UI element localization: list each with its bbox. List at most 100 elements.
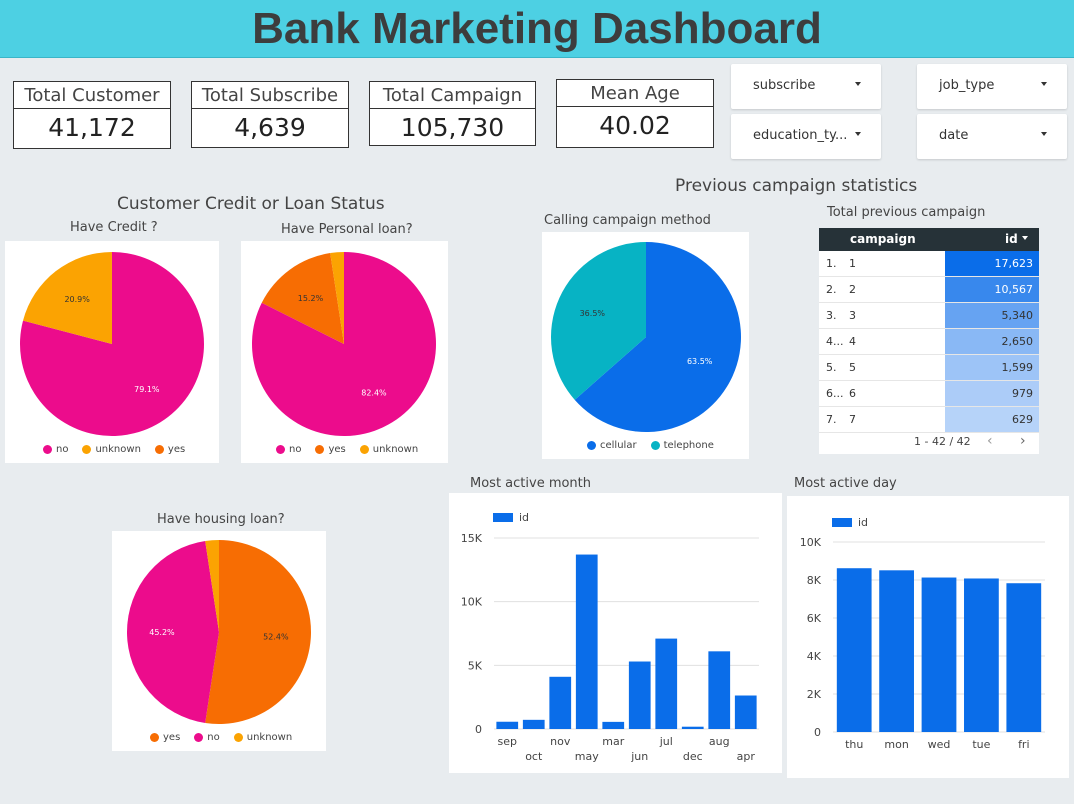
dropdown-arrow-icon	[1041, 132, 1047, 136]
x-tick-label: mon	[884, 738, 908, 751]
x-tick-label: mar	[602, 735, 624, 748]
table-row: 1. 1 17,623	[819, 251, 1039, 277]
cell-id: 1,599	[1001, 361, 1034, 374]
pie-slice-telephone[interactable]	[551, 242, 646, 400]
next-page-icon[interactable]: ›	[1020, 433, 1026, 449]
bar-jul[interactable]	[655, 638, 678, 729]
legend-item: no	[194, 732, 220, 743]
pie-slice-unknown[interactable]	[23, 252, 113, 344]
filter-label: job_type	[939, 78, 995, 93]
pie-slice-no[interactable]	[252, 252, 436, 436]
kpi-mean-age: Mean Age 40.02	[556, 79, 714, 148]
bar-nov[interactable]	[549, 676, 572, 729]
cell-id-heat: 1,599	[945, 355, 1039, 380]
legend-label: no	[207, 732, 220, 743]
y-tick-label: 4K	[807, 650, 822, 663]
pie-slice-unknown[interactable]	[205, 540, 219, 632]
legend-dot	[82, 445, 92, 454]
pie-slice-yes[interactable]	[205, 540, 311, 724]
legend-label: yes	[163, 732, 181, 743]
bar-wed[interactable]	[921, 577, 957, 732]
section-title-credit: Customer Credit or Loan Status	[117, 194, 385, 214]
legend-item: no	[276, 444, 301, 455]
bar-thu[interactable]	[836, 568, 872, 732]
x-tick-label: jun	[630, 750, 648, 763]
bar-jun[interactable]	[628, 661, 651, 729]
chart-legend: no unknown yes	[43, 444, 185, 455]
legend-label: telephone	[663, 440, 714, 451]
bar-chart-day: id 0 2K 4K 6K 8K 10K thu mon wed tue fri	[787, 496, 1069, 778]
kpi-total-subscribe: Total Subscribe 4,639	[191, 81, 349, 148]
filter-label: education_ty...	[753, 128, 848, 143]
cell-id: 5,340	[1001, 309, 1034, 322]
cell-id: 2,650	[1001, 335, 1034, 348]
bar-aug[interactable]	[708, 651, 731, 729]
filter-education-type[interactable]: education_ty...	[731, 114, 881, 159]
bar-fri[interactable]	[1006, 583, 1042, 732]
pie-slice-label: 15.2%	[298, 294, 324, 303]
pie-slice-label: 82.4%	[361, 389, 387, 398]
x-tick-label: apr	[737, 750, 756, 763]
pie-chart-svg: 52.4% 45.2%	[126, 540, 311, 724]
legend-dot	[315, 445, 325, 454]
legend-dot	[587, 441, 596, 450]
filter-date[interactable]: date	[917, 114, 1067, 159]
chart-legend: id	[493, 511, 529, 524]
legend-swatch	[493, 513, 513, 522]
bar-apr[interactable]	[734, 695, 757, 729]
x-tick-label: thu	[845, 738, 863, 751]
x-tick-label: nov	[550, 735, 571, 748]
pager-text: 1 - 42 / 42	[914, 435, 971, 448]
pie-slice-yes[interactable]	[261, 253, 344, 344]
pie-slice-no[interactable]	[126, 541, 219, 723]
row-index: 3.	[826, 309, 837, 322]
x-tick-label: may	[575, 750, 599, 763]
legend-dot	[43, 445, 52, 454]
legend-label: no	[56, 444, 69, 455]
legend-label: id	[858, 516, 869, 529]
y-tick-label: 6K	[807, 612, 822, 625]
legend-label: id	[519, 511, 530, 524]
chart-title: Have housing loan?	[157, 512, 285, 527]
table-row: 4... 4 2,650	[819, 329, 1039, 355]
x-tick-label: wed	[928, 738, 951, 751]
filter-job-type[interactable]: job_type	[917, 64, 1067, 109]
sort-desc-icon[interactable]	[1022, 236, 1028, 240]
kpi-value: 40.02	[599, 111, 671, 140]
cell-id: 629	[1012, 413, 1033, 426]
y-tick-label: 15K	[461, 532, 483, 545]
bar-oct[interactable]	[522, 719, 545, 729]
legend-label: unknown	[246, 732, 293, 743]
bar-mon[interactable]	[879, 570, 914, 732]
kpi-value: 105,730	[400, 113, 505, 142]
chart-legend: no yes unknown	[276, 444, 418, 455]
prev-page-icon[interactable]: ‹	[987, 433, 993, 449]
bar-dec[interactable]	[681, 726, 704, 729]
table-title: Total previous campaign	[827, 205, 986, 220]
legend-dot	[194, 733, 204, 742]
column-header-id[interactable]: id	[1005, 232, 1018, 246]
filter-subscribe[interactable]: subscribe	[731, 64, 881, 109]
bar-may[interactable]	[575, 554, 598, 729]
kpi-value: 4,639	[234, 113, 306, 142]
bar-sep[interactable]	[496, 721, 519, 729]
bar-tue[interactable]	[964, 578, 999, 732]
cell-id: 10,567	[994, 283, 1034, 296]
cell-campaign: 3	[849, 309, 856, 322]
row-index: 5.	[826, 361, 837, 374]
legend-item: yes	[315, 444, 346, 455]
pie-chart-svg: 63.5% 36.5%	[551, 242, 741, 432]
pie-slice-unknown[interactable]	[330, 252, 344, 344]
pie-slice-label: 20.9%	[64, 295, 90, 304]
table-row: 6... 6 979	[819, 381, 1039, 407]
y-tick-label: 10K	[800, 536, 822, 549]
pie-slice-cellular[interactable]	[574, 242, 741, 432]
column-header-campaign[interactable]: campaign	[850, 232, 916, 246]
dropdown-arrow-icon	[855, 82, 861, 86]
kpi-label: Mean Age	[557, 80, 713, 107]
y-tick-label: 5K	[468, 659, 483, 672]
chart-title: Calling campaign method	[544, 213, 711, 228]
legend-dot	[359, 445, 369, 454]
bar-mar[interactable]	[602, 721, 625, 729]
table-row: 2. 2 10,567	[819, 277, 1039, 303]
